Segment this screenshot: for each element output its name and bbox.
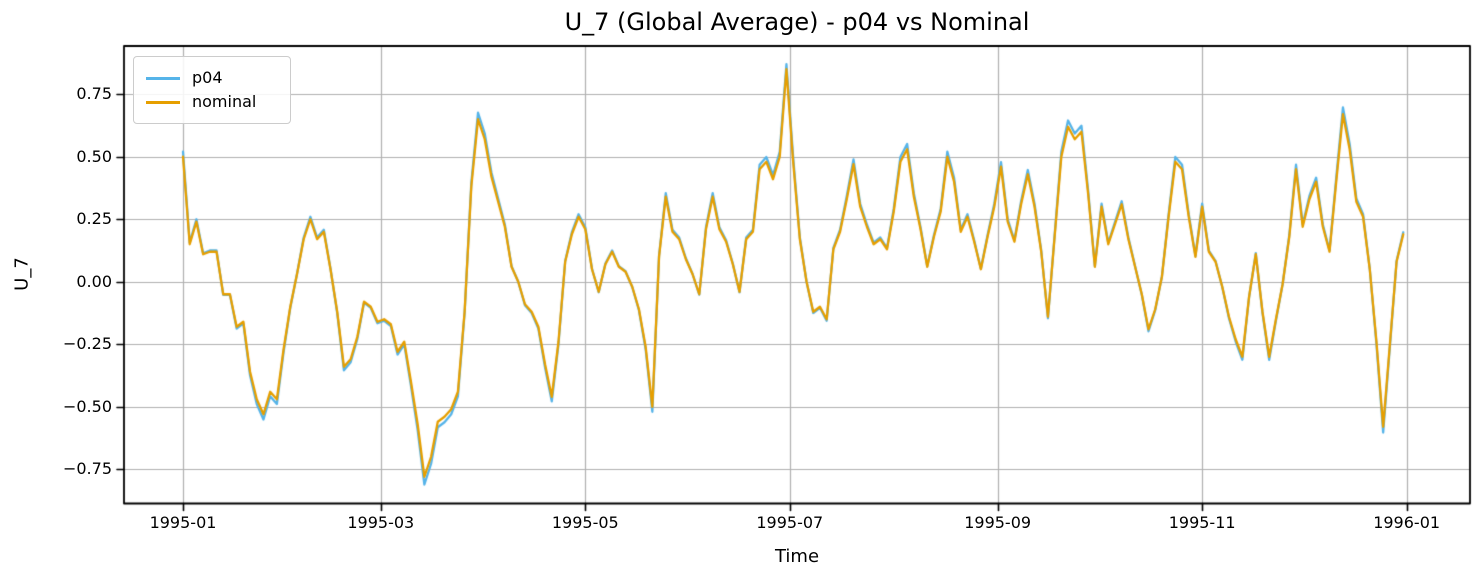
legend-label: p04: [192, 68, 223, 87]
x-axis-label: Time: [774, 546, 820, 567]
x-tick-label: 1996-01: [1373, 513, 1441, 532]
legend-line-sample-nominal: [146, 100, 180, 104]
y-tick-label: −0.50: [62, 396, 112, 416]
y-tick-label: −0.25: [62, 334, 112, 354]
y-tick-label: −0.75: [62, 459, 112, 479]
y-tick-label: 0.75: [76, 84, 112, 104]
y-tick-label: 0.50: [76, 146, 112, 166]
legend-item-nominal: nominal: [146, 90, 278, 114]
x-tick-label: 1995-09: [964, 513, 1032, 532]
legend-item-p04: p04: [146, 66, 278, 90]
x-tick-label: 1995-07: [756, 513, 824, 532]
x-tick-label: 1995-01: [149, 513, 217, 532]
legend-line-sample-p04: [146, 76, 180, 80]
x-tick-label: 1995-03: [347, 513, 415, 532]
y-tick-label: 0.25: [76, 209, 112, 229]
legend-label: nominal: [192, 92, 257, 111]
legend: p04 nominal: [133, 56, 291, 124]
x-tick-label: 1995-05: [551, 513, 619, 532]
chart-title: U_7 (Global Average) - p04 vs Nominal: [564, 8, 1030, 36]
y-axis-label: U_7: [11, 257, 33, 291]
x-tick-label: 1995-11: [1168, 513, 1236, 532]
y-tick-label: 0.00: [76, 271, 112, 291]
